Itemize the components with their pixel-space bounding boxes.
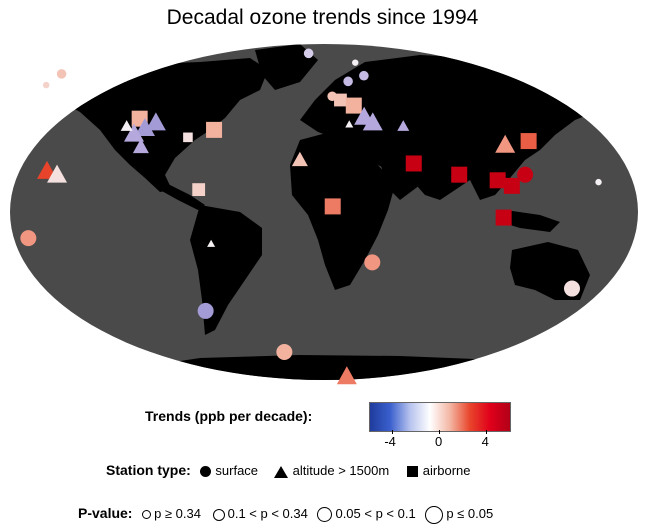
- station-marker-altitude: [132, 138, 149, 154]
- pvalue-large-circle-icon: [317, 507, 333, 523]
- station-markers: [20, 48, 602, 385]
- station-marker-altitude: [397, 120, 410, 131]
- colorbar-tick-mark: [392, 430, 394, 434]
- station-type-legend: Station type: surface altitude > 1500m a…: [106, 462, 470, 478]
- station-marker-surface: [20, 230, 37, 247]
- colorbar-tick-mark: [485, 430, 487, 434]
- station-marker-altitude: [336, 366, 357, 385]
- station-marker-airborne: [451, 166, 468, 183]
- pvalue-xlarge-circle-icon: [425, 505, 444, 524]
- station-marker-altitude: [291, 151, 308, 167]
- station-marker-surface: [197, 302, 214, 319]
- eurasia: [300, 55, 615, 200]
- station-marker-airborne: [324, 198, 341, 215]
- station-marker-altitude: [362, 112, 383, 131]
- station-type-altitude: altitude > 1500m: [292, 463, 390, 478]
- station-marker-airborne: [206, 121, 223, 138]
- colorbar-tick-label: -4: [384, 434, 396, 449]
- pvalue-legend: P-value: p ≥ 0.34 0.1 < p < 0.34 0.05 < …: [78, 505, 493, 524]
- station-marker-surface: [595, 178, 602, 186]
- pvalue-medium-circle-icon: [212, 508, 225, 521]
- pvalue-class-4: p ≤ 0.05: [446, 506, 494, 521]
- station-marker-surface: [364, 254, 381, 271]
- station-marker-surface: [563, 280, 580, 297]
- pvalue-small-circle-icon: [142, 510, 152, 520]
- colorbar-tick-label: 0: [435, 434, 443, 449]
- greenland: [255, 44, 318, 90]
- station-marker-airborne: [503, 177, 520, 194]
- station-marker-surface: [343, 76, 353, 87]
- station-marker-airborne: [183, 132, 193, 143]
- southeast-asia-islands: [500, 210, 560, 232]
- south-america: [190, 205, 262, 335]
- station-marker-altitude: [145, 112, 166, 131]
- station-marker-altitude: [124, 123, 145, 142]
- station-marker-surface: [56, 69, 67, 79]
- airborne-square-icon: [406, 466, 418, 478]
- antarctica: [120, 355, 560, 380]
- station-marker-altitude: [495, 134, 516, 153]
- station-marker-airborne: [520, 133, 537, 150]
- north-america: [60, 58, 268, 192]
- station-marker-airborne: [345, 97, 362, 114]
- pvalue-label: P-value:: [78, 505, 133, 521]
- colorbar-tick-label: 4: [481, 434, 489, 449]
- station-marker-airborne: [334, 93, 347, 107]
- trend-legend-label: Trends (ppb per decade):: [145, 408, 313, 424]
- station-marker-surface: [359, 70, 369, 81]
- station-marker-altitude: [207, 239, 216, 247]
- surface-circle-icon: [200, 466, 212, 478]
- station-marker-surface: [517, 166, 534, 183]
- station-type-surface: surface: [215, 463, 259, 478]
- trend-colorbar: [369, 402, 511, 432]
- pvalue-class-3: 0.05 < p < 0.1: [335, 506, 416, 521]
- africa: [290, 132, 395, 290]
- station-type-label: Station type:: [106, 462, 191, 478]
- central-america: [160, 180, 205, 210]
- pvalue-class-1: p ≥ 0.34: [154, 506, 201, 521]
- world-map: [10, 44, 638, 385]
- station-marker-airborne: [405, 155, 422, 172]
- station-marker-altitude: [47, 164, 68, 183]
- station-marker-surface: [276, 344, 293, 360]
- station-marker-airborne: [489, 172, 506, 189]
- station-marker-altitude: [134, 118, 155, 136]
- station-type-airborne: airborne: [422, 463, 471, 478]
- station-marker-surface: [42, 81, 50, 89]
- colorbar-tick-mark: [439, 430, 440, 434]
- station-marker-airborne: [495, 209, 512, 226]
- pvalue-class-2: 0.1 < p < 0.34: [227, 506, 308, 521]
- station-marker-altitude: [345, 120, 354, 128]
- station-marker-surface: [303, 48, 314, 59]
- station-marker-altitude: [120, 120, 133, 131]
- station-marker-surface: [352, 59, 359, 66]
- altitude-triangle-icon: [273, 465, 288, 478]
- station-marker-airborne: [192, 183, 206, 196]
- chart-title: Decadal ozone trends since 1994: [166, 6, 479, 29]
